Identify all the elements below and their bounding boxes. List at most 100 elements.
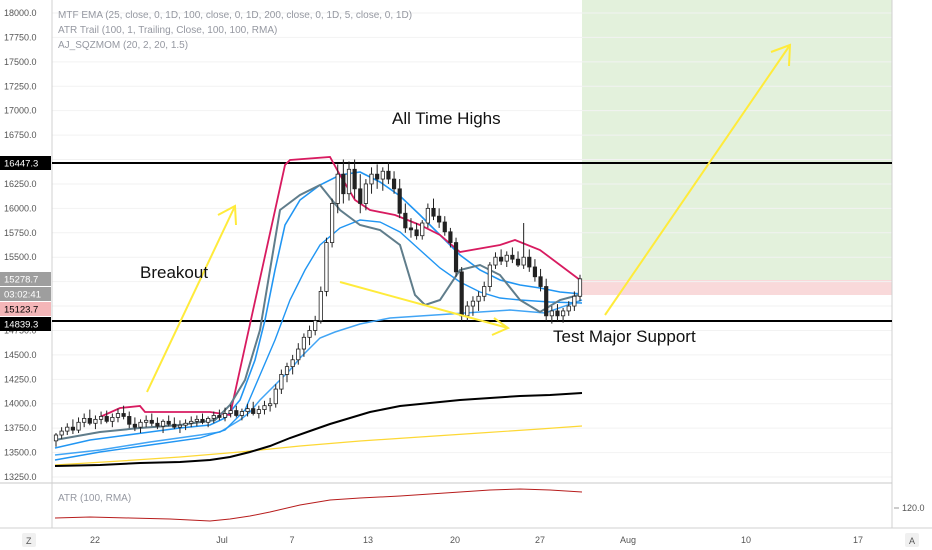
candle — [572, 291, 577, 311]
candle-body-up — [420, 222, 425, 237]
price-badge-bg — [0, 302, 51, 316]
legend-sqzmom[interactable]: AJ_SQZMOM (20, 2, 20, 1.5) — [58, 40, 188, 51]
candle-body-up — [324, 242, 329, 292]
candle — [538, 268, 543, 292]
candle — [493, 252, 498, 269]
price-badge: 03:02:41 — [0, 287, 51, 301]
candle — [222, 407, 228, 422]
candle — [228, 404, 233, 418]
candle — [397, 179, 402, 219]
candle-body-down — [459, 271, 464, 317]
candle-body-down — [544, 286, 549, 317]
y-tick-label: 17250.0 — [4, 81, 37, 91]
candle — [138, 419, 143, 434]
candle — [369, 167, 374, 194]
legend-atr-subpanel[interactable]: ATR (100, RMA) — [58, 493, 131, 504]
candle — [335, 164, 340, 214]
candle-body-down — [132, 423, 137, 428]
candle — [425, 203, 430, 228]
sqz-gray-line — [54, 183, 583, 441]
price-badge-label: 15123.7 — [4, 305, 38, 316]
candle-body-up — [329, 203, 335, 243]
candle — [301, 333, 307, 357]
candle — [121, 405, 126, 420]
candle-body-up — [82, 417, 87, 423]
candle-body-up — [290, 359, 295, 368]
candle — [251, 401, 256, 416]
price-badge-bg — [0, 287, 51, 301]
legend-mtf-ema[interactable]: MTF EMA (25, close, 0, 1D, 100, close, 0… — [58, 10, 412, 21]
candle-body-up — [284, 366, 290, 375]
stop-zone — [582, 280, 892, 295]
x-tick-label: 17 — [853, 535, 863, 545]
y-tick-label: 13250.0 — [4, 472, 37, 482]
y-tick-label: 16250.0 — [4, 179, 37, 189]
x-axis[interactable]: 22 Jul 7 13 20 27 Aug 10 17 — [90, 535, 863, 545]
candle-body-up — [222, 413, 228, 418]
candle-body-up — [177, 424, 183, 428]
y-tick-label: 13750.0 — [4, 423, 37, 433]
candle — [577, 274, 583, 302]
candle-body-up — [577, 278, 583, 297]
candle-body-up — [273, 388, 278, 405]
y-tick-label: 17500.0 — [4, 57, 37, 67]
candle-body-up — [53, 434, 59, 442]
candle — [476, 291, 481, 311]
candle — [329, 198, 335, 248]
y-tick-label: 15750.0 — [4, 228, 37, 238]
candle-body-up — [476, 295, 481, 302]
candle — [70, 419, 75, 435]
candle-body-up — [262, 405, 267, 410]
candle — [172, 417, 177, 430]
candle-body-up — [98, 416, 104, 420]
candle-body-down — [391, 178, 397, 190]
candle — [504, 251, 509, 267]
candle-body-up — [256, 409, 261, 414]
x-tick-label: 13 — [363, 535, 373, 545]
candle — [149, 413, 154, 427]
candle — [98, 411, 104, 425]
candle — [239, 408, 245, 421]
candle-body-up — [110, 417, 115, 422]
legend-atr-trail[interactable]: ATR Trail (100, 1, Trailing, Close, 100,… — [58, 25, 277, 36]
candle — [420, 220, 425, 240]
candle-body-up — [482, 286, 487, 297]
candle-body-down — [104, 416, 109, 422]
candle — [132, 417, 137, 432]
zoom-button-label: Z — [26, 536, 32, 546]
price-badge-bg — [0, 317, 51, 331]
candle — [408, 218, 414, 238]
candle — [296, 343, 301, 365]
candle — [555, 304, 560, 321]
candle-body-down — [408, 227, 414, 231]
candle — [375, 164, 380, 189]
candle-body-down — [414, 229, 419, 237]
candle — [459, 266, 464, 321]
candle-body-down — [386, 170, 391, 180]
target-zone — [582, 0, 892, 280]
price-badge-label: 03:02:41 — [4, 290, 41, 301]
candle-body-up — [465, 305, 470, 317]
candle — [414, 223, 419, 240]
candle — [313, 315, 318, 336]
candle — [53, 433, 59, 447]
candle-body-up — [521, 256, 526, 266]
candle-body-down — [87, 417, 92, 424]
candle-body-down — [200, 418, 205, 423]
zoom-button[interactable] — [22, 533, 36, 547]
candle — [256, 405, 261, 419]
price-badge-bg — [0, 272, 51, 286]
candle — [453, 237, 459, 277]
candle — [155, 417, 160, 430]
candle — [346, 161, 352, 201]
candle-body-up — [346, 168, 352, 195]
price-badge-label: 15278.7 — [4, 275, 38, 286]
auto-scale-button[interactable] — [905, 533, 919, 547]
candle-body-up — [93, 418, 98, 424]
candle — [431, 198, 436, 221]
x-tick-label: Aug — [620, 535, 636, 545]
candles — [53, 159, 583, 447]
candle — [93, 415, 98, 430]
candle-body-up — [425, 207, 430, 224]
candle-body-down — [172, 423, 177, 428]
